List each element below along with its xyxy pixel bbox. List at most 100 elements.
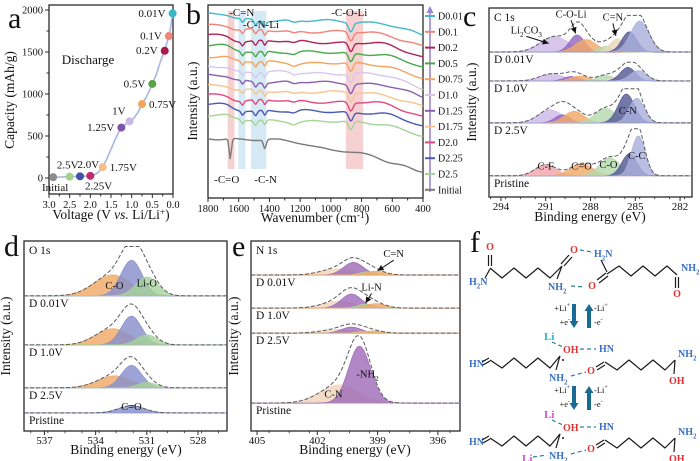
svg-text:Capacity (mAh/g): Capacity (mAh/g) — [2, 51, 17, 149]
svg-text:1.75V: 1.75V — [110, 162, 137, 174]
svg-text:NH2: NH2 — [548, 282, 567, 296]
svg-text:O: O — [588, 281, 596, 292]
svg-text:0.01V: 0.01V — [138, 8, 165, 20]
svg-text:C=O: C=O — [571, 161, 592, 172]
panel-f-scheme: O H2N O NH2 H2N O NH2 O +Li+ +e- -Li+ -e- Li HN OH NH2 H… — [469, 242, 700, 461]
svg-text:Intensity (a.u.): Intensity (a.u.) — [464, 62, 479, 141]
svg-text:+e-: +e- — [559, 317, 570, 327]
svg-text:H2N: H2N — [594, 249, 613, 263]
svg-text:D 2.5V: D 2.5V — [256, 335, 291, 347]
spectrum-D0.2 — [207, 33, 424, 58]
svg-text:Binding energy (eV): Binding energy (eV) — [534, 209, 645, 224]
svg-text:C-O-Li: C-O-Li — [556, 9, 587, 20]
svg-text:3.0: 3.0 — [42, 200, 55, 211]
svg-text:396: 396 — [430, 435, 447, 447]
svg-text:531: 531 — [139, 435, 156, 447]
svg-text:D1.0: D1.0 — [438, 91, 458, 102]
svg-text:Li: Li — [544, 409, 554, 421]
svg-text:400: 400 — [415, 204, 431, 215]
svg-text:C=N: C=N — [603, 12, 624, 23]
svg-text:Li: Li — [544, 331, 554, 343]
svg-text:0.0: 0.0 — [166, 200, 179, 211]
svg-text:Pristine: Pristine — [494, 178, 529, 190]
svg-text:C-C: C-C — [628, 151, 646, 162]
spectrum-D0.1 — [208, 23, 424, 47]
svg-text:500: 500 — [27, 132, 43, 143]
svg-text:0.5: 0.5 — [146, 200, 159, 211]
svg-text:OH: OH — [563, 423, 579, 434]
svg-text:D2.25: D2.25 — [438, 154, 463, 165]
svg-text:D 1.0V: D 1.0V — [494, 83, 529, 95]
svg-text:O 1s: O 1s — [29, 245, 51, 257]
svg-text:+Li+: +Li+ — [554, 303, 570, 313]
data-point-0.01V — [168, 9, 177, 18]
svg-text:O: O — [486, 242, 494, 253]
svg-text:NH2: NH2 — [678, 427, 697, 441]
spectrum-D2.5 — [208, 113, 424, 137]
spectrum-D1.25 — [207, 73, 424, 99]
svg-text:OH: OH — [669, 454, 685, 461]
spectrum-D0.75 — [207, 55, 424, 79]
svg-text:1800: 1800 — [198, 204, 219, 215]
svg-text:Li-O: Li-O — [137, 279, 158, 290]
svg-text:1000: 1000 — [22, 90, 43, 101]
svg-text:D1.75: D1.75 — [438, 122, 463, 133]
svg-text:1000: 1000 — [320, 204, 341, 215]
svg-text:Li2CO3: Li2CO3 — [511, 25, 543, 39]
svg-text:C-N: C-N — [324, 389, 343, 400]
svg-text:O: O — [673, 289, 681, 300]
svg-text:O: O — [587, 444, 595, 455]
spectrum-D0.01 — [207, 12, 424, 37]
svg-text:288: 288 — [582, 201, 599, 213]
svg-text:2.25V: 2.25V — [85, 180, 112, 192]
svg-text:C=O: C=O — [121, 402, 142, 413]
svg-text:1200: 1200 — [290, 204, 311, 215]
data-point-1.75V — [98, 163, 107, 172]
svg-text:NH2: NH2 — [678, 349, 697, 363]
panel-letter-e: e — [232, 230, 246, 263]
svg-text:0.75V: 0.75V — [149, 99, 176, 111]
svg-text:1.0: 1.0 — [125, 200, 138, 211]
svg-text:HN: HN — [469, 437, 485, 448]
svg-text:534: 534 — [87, 435, 104, 447]
svg-text:Intensity (a.u.): Intensity (a.u.) — [185, 61, 200, 140]
svg-text:D0.01: D0.01 — [438, 12, 463, 23]
svg-text:0.1V: 0.1V — [140, 31, 162, 43]
svg-text:-e-: -e- — [594, 317, 603, 327]
svg-text:D0.1: D0.1 — [438, 27, 458, 38]
svg-text:1.25V: 1.25V — [87, 122, 114, 134]
svg-text:-C=N: -C=N — [229, 7, 254, 19]
svg-text:528: 528 — [190, 435, 207, 447]
data-point-2.25V — [76, 172, 84, 181]
svg-text:Wavenumber (cm-1): Wavenumber (cm-1) — [261, 210, 369, 225]
svg-text:2.5: 2.5 — [63, 200, 76, 211]
svg-text:282: 282 — [672, 201, 689, 213]
svg-text:O: O — [587, 366, 595, 377]
svg-text:2.0V: 2.0V — [77, 159, 99, 171]
svg-text:Li-N: Li-N — [361, 282, 382, 293]
svg-text:C-O: C-O — [105, 281, 124, 292]
data-point-0.5V — [148, 79, 157, 88]
svg-text:C 1s: C 1s — [494, 12, 515, 24]
svg-text:D2.5: D2.5 — [438, 170, 458, 181]
svg-text:1500: 1500 — [22, 48, 43, 59]
svg-text:D 2.5V: D 2.5V — [29, 390, 64, 402]
spectrum-D1.75 — [207, 83, 424, 107]
data-point-0.1V — [164, 32, 173, 41]
svg-text:D 1.0V: D 1.0V — [256, 310, 291, 322]
svg-text:D 0.01V: D 0.01V — [29, 298, 69, 310]
svg-text:HN: HN — [599, 344, 615, 355]
svg-text:H2N: H2N — [469, 277, 488, 291]
svg-text:D 2.5V: D 2.5V — [494, 125, 529, 137]
svg-text:C=N: C=N — [383, 249, 404, 260]
svg-text:Binding energy (eV): Binding energy (eV) — [70, 442, 181, 457]
svg-text:D0.2: D0.2 — [438, 43, 458, 54]
svg-text:537: 537 — [36, 435, 53, 447]
svg-text:Pristine: Pristine — [29, 415, 64, 427]
svg-text:405: 405 — [249, 435, 266, 447]
svg-text:-e-: -e- — [594, 399, 603, 409]
svg-text:D0.75: D0.75 — [438, 75, 463, 86]
svg-text:-C-N: -C-N — [254, 174, 277, 186]
svg-text:291: 291 — [537, 201, 554, 213]
data-point-1V — [125, 117, 134, 126]
